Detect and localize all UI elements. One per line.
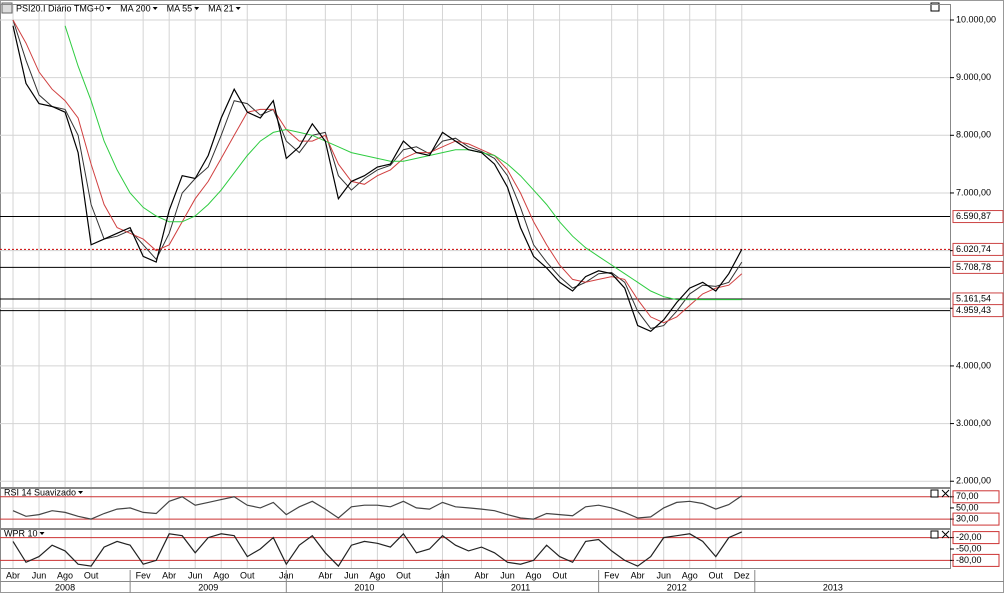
x-tick-label: Out [552, 570, 567, 580]
legend-entry[interactable]: MA 55 [167, 3, 193, 13]
y-tick-label: 10.000,00 [956, 14, 996, 24]
x-tick-label: Abr [6, 570, 20, 580]
y-tick-label: 2.000,00 [956, 476, 991, 486]
y-tick-label: -50,00 [956, 543, 982, 553]
panel-border [0, 488, 951, 529]
y-tick-label: 70,00 [956, 491, 979, 501]
x-tick-label: Dez [734, 570, 751, 580]
legend-entry[interactable]: MA 200 [120, 3, 151, 13]
panel-close[interactable] [941, 530, 950, 539]
panel-close[interactable] [941, 489, 950, 498]
reference-label-box [952, 512, 1000, 526]
level-label: 6.020,74 [956, 244, 991, 254]
panel-border [0, 4, 951, 488]
x-tick-label: Abr [318, 570, 332, 580]
x-tick-label: Fev [136, 570, 152, 580]
level-label: 6.590,87 [956, 211, 991, 221]
series-line [12, 531, 743, 568]
x-tick-label: Abr [631, 570, 645, 580]
level-label-box [952, 242, 1004, 256]
year-label: 2008 [55, 582, 75, 592]
y-tick-label: 4.000,00 [956, 360, 991, 370]
year-label: 2009 [198, 582, 218, 592]
y-tick-label: -20,00 [956, 532, 982, 542]
dropdown-arrow[interactable] [235, 7, 241, 10]
x-tick-label: Out [708, 570, 723, 580]
x-tick-label: Jun [500, 570, 515, 580]
y-tick-label: 8.000,00 [956, 130, 991, 140]
x-tick-label: Jun [656, 570, 671, 580]
series-line [12, 19, 743, 324]
level-label-box [952, 304, 1004, 318]
dropdown-arrow[interactable] [106, 7, 112, 10]
x-tick-label: Ago [213, 570, 229, 580]
dropdown-arrow[interactable] [39, 532, 45, 535]
legend-entry[interactable]: PSI20.I Diário TMG+0 [16, 3, 104, 13]
legend-entry[interactable]: WPR 10 [4, 528, 38, 538]
level-label-box [952, 210, 1004, 224]
x-tick-label: Fev [604, 570, 620, 580]
panel-maximize[interactable] [930, 489, 939, 498]
year-label: 2013 [823, 582, 843, 592]
y-tick-label: 9.000,00 [956, 72, 991, 82]
maximize-button[interactable] [930, 2, 940, 12]
y-tick-label: 30,00 [956, 513, 979, 523]
x-tick-label: Jun [188, 570, 203, 580]
series-line [64, 25, 742, 301]
series-line [12, 495, 743, 520]
level-label: 5.161,54 [956, 293, 991, 303]
y-tick-label: 7.000,00 [956, 187, 991, 197]
reference-label-box [952, 553, 1000, 567]
y-tick-label: 50,00 [956, 502, 979, 512]
dropdown-arrow[interactable] [194, 7, 200, 10]
x-tick-label: Ago [682, 570, 698, 580]
x-tick-label: Ago [526, 570, 542, 580]
series-line [12, 25, 743, 333]
x-tick-label: Out [396, 570, 411, 580]
year-label: 2012 [667, 582, 687, 592]
level-label-box [952, 260, 1004, 274]
reference-label-box [952, 531, 1000, 545]
x-tick-label: Out [84, 570, 99, 580]
y-tick-label: 3.000,00 [956, 418, 991, 428]
legend-entry[interactable]: RSI 14 Suavizado [4, 487, 76, 497]
x-tick-label: Ago [57, 570, 73, 580]
year-label: 2011 [511, 582, 530, 592]
symbol-icon[interactable] [1, 2, 13, 14]
level-label: 4.959,43 [956, 305, 991, 315]
y-tick-label: -80,00 [956, 555, 982, 565]
reference-label-box [952, 490, 1000, 504]
panel-maximize[interactable] [930, 530, 939, 539]
year-label: 2010 [354, 582, 374, 592]
x-tick-label: Out [240, 570, 255, 580]
dropdown-arrow[interactable] [152, 7, 158, 10]
level-label: 5.708,78 [956, 262, 991, 272]
x-tick-label: Jun [344, 570, 359, 580]
x-tick-label: Jun [32, 570, 47, 580]
x-tick-label: Abr [162, 570, 176, 580]
x-tick-label: Ago [369, 570, 385, 580]
dropdown-arrow[interactable] [78, 491, 84, 494]
legend-entry[interactable]: MA 21 [208, 3, 234, 13]
x-tick-label: Abr [474, 570, 488, 580]
